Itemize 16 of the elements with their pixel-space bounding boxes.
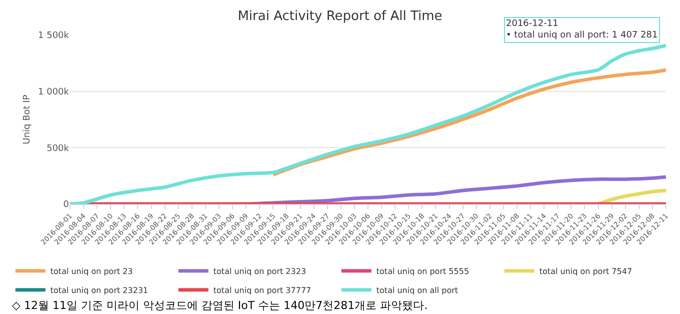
y-tick-label: 0	[63, 200, 70, 210]
y-tick-label: 1 500k	[38, 31, 70, 42]
y-tick-label: 500k	[46, 144, 70, 154]
legend-label: total uniq on all port	[376, 286, 458, 296]
legend-label: total uniq on port 5555	[376, 267, 470, 276]
annotation: 2016-12-11 • total uniq on all port: 1 407 281	[506, 19, 658, 41]
legend-label: total uniq on port 23231	[50, 286, 148, 296]
legend-label: total uniq on port 37777	[213, 286, 312, 296]
y-axis-title: Uniq Bot IP	[22, 94, 32, 144]
text: ◇ 12월 11일 기준 미라이 악성코드에 감염된 IoT 수는 140만7천281개로 파악됐다.	[12, 299, 428, 312]
chart-title: Mirai Activity Report of All Time	[238, 9, 442, 24]
line-series	[596, 188, 666, 204]
legend-label: total uniq on port 23	[50, 267, 133, 276]
y-tick-label: 1 000k	[38, 87, 70, 98]
legend-label: total uniq on port 2323	[213, 267, 306, 276]
legend-label: total uniq on port 7547	[539, 267, 632, 276]
